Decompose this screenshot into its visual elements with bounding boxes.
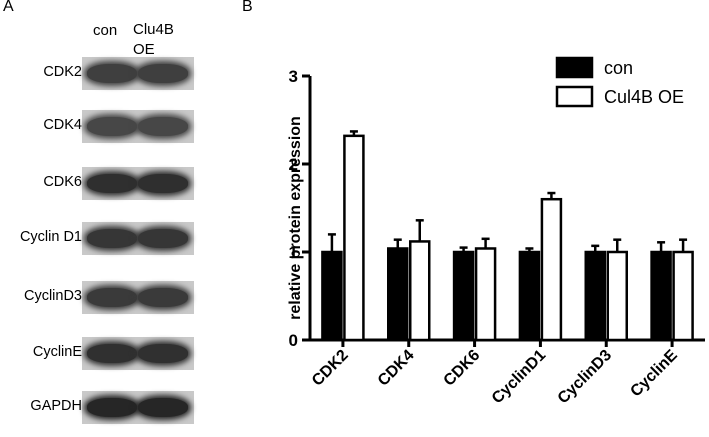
x-tick-label: CyclinE	[627, 347, 681, 401]
bar-cul4b-oe	[409, 240, 431, 342]
bar-con	[387, 247, 409, 342]
bar-con	[650, 250, 672, 342]
y-tick-label: 1	[289, 243, 298, 262]
blot-label-cdk6: CDK6	[43, 174, 82, 190]
blot-strip	[82, 222, 194, 255]
bar-con	[452, 250, 475, 342]
blot-band	[87, 229, 137, 248]
y-tick-label: 3	[289, 67, 298, 86]
legend-label: Cul4B OE	[604, 87, 684, 107]
bar-cul4b-oe	[672, 250, 694, 342]
blot-band	[138, 344, 188, 363]
lane-label-oe: Clu4B OE	[133, 21, 174, 58]
blot-label-cyclind3: CyclinD3	[23, 288, 82, 304]
blot-band	[87, 344, 137, 363]
blot-band	[138, 398, 188, 417]
legend-swatch	[555, 85, 594, 108]
bar-con	[584, 250, 606, 342]
blot-band	[138, 229, 188, 248]
panel-b-letter: B	[242, 0, 253, 15]
blot-label-cdk2: CDK2	[43, 64, 82, 80]
blot-band	[138, 64, 188, 83]
lane-label-con: con	[93, 22, 118, 39]
legend-swatch	[555, 56, 594, 79]
x-tick-label: CDK4	[375, 347, 418, 390]
blot-strip	[82, 167, 194, 200]
blot-strip	[82, 110, 194, 143]
bar-cul4b-oe	[606, 250, 628, 342]
blot-label-cycline: CyclinE	[32, 344, 82, 360]
x-tick-label: CyclinD1	[489, 347, 550, 408]
x-tick-label: CDK6	[441, 347, 484, 390]
blot-strip	[82, 281, 194, 314]
y-tick-label: 2	[289, 155, 298, 174]
bar-cul4b-oe	[540, 197, 563, 342]
y-axis-label: relative protein expression	[287, 116, 304, 320]
bar-con	[518, 250, 541, 342]
legend-label: con	[604, 58, 633, 78]
blot-strip	[82, 337, 194, 370]
x-tick-label: CyclinD3	[555, 347, 616, 408]
blot-label-cyclind1: Cyclin D1	[19, 229, 82, 245]
bar-cul4b-oe	[474, 247, 497, 342]
blot-band	[87, 117, 137, 136]
x-tick-label: CDK2	[309, 347, 352, 390]
blot-strip	[82, 57, 194, 90]
y-tick-label: 0	[289, 331, 298, 350]
blot-band	[87, 288, 137, 307]
blot-band	[87, 398, 137, 417]
bar-cul4b-oe	[343, 134, 365, 342]
blot-band	[138, 117, 188, 136]
blot-label-cdk4: CDK4	[43, 117, 82, 133]
panel-a-letter: A	[3, 0, 14, 15]
bar-con	[321, 250, 343, 342]
blot-band	[138, 174, 188, 193]
blot-label-gapdh: GAPDH	[30, 398, 82, 414]
blot-band	[87, 174, 137, 193]
blot-strip	[82, 391, 194, 424]
blot-band	[87, 64, 137, 83]
blot-band	[138, 288, 188, 307]
